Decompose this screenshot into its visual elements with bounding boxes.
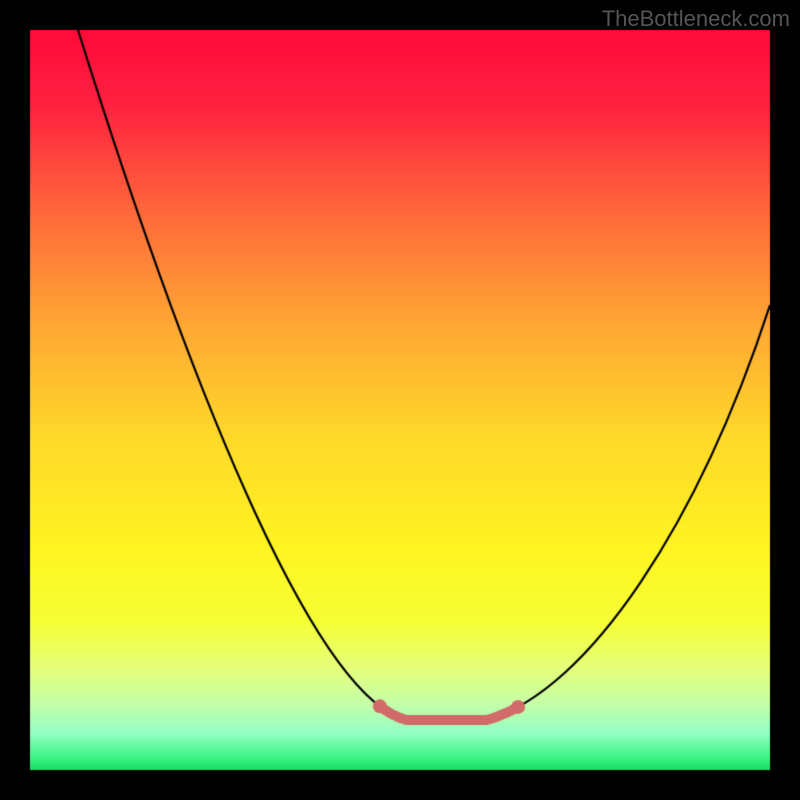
bottleneck-curve-chart — [0, 0, 800, 800]
chart-container: TheBottleneck.com — [0, 0, 800, 800]
watermark-label: TheBottleneck.com — [602, 6, 790, 32]
